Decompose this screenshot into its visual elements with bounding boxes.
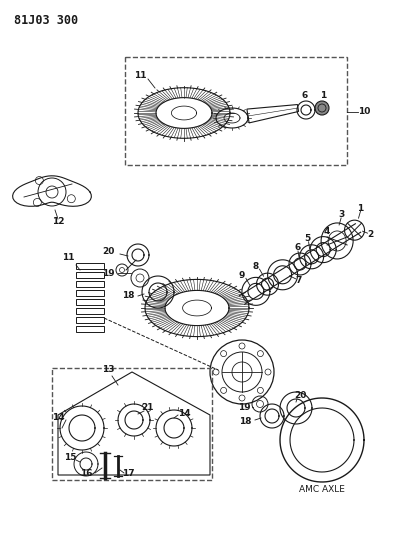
Text: 18: 18 — [122, 292, 134, 301]
Bar — [52, 368, 212, 480]
Text: 7: 7 — [296, 276, 302, 285]
Text: 2: 2 — [367, 230, 374, 239]
Text: 21: 21 — [142, 403, 154, 413]
Text: 17: 17 — [122, 469, 134, 478]
Text: 19: 19 — [102, 269, 114, 278]
Text: 12: 12 — [52, 217, 64, 227]
Text: 11: 11 — [62, 253, 74, 262]
Text: 81J03 300: 81J03 300 — [14, 14, 78, 27]
Text: 3: 3 — [338, 211, 344, 220]
Text: 1: 1 — [357, 204, 364, 213]
Text: 20: 20 — [294, 391, 306, 400]
Text: 5: 5 — [305, 235, 311, 243]
Text: 8: 8 — [253, 262, 258, 271]
Bar — [76, 290, 104, 296]
Text: 6: 6 — [302, 91, 308, 100]
Text: AMC AXLE: AMC AXLE — [299, 486, 345, 495]
Bar — [76, 299, 104, 305]
Text: 15: 15 — [64, 454, 76, 463]
Text: 18: 18 — [239, 417, 251, 426]
Bar — [76, 317, 104, 324]
Bar — [76, 272, 104, 278]
Circle shape — [315, 101, 329, 115]
Bar — [76, 308, 104, 314]
Text: 9: 9 — [239, 271, 245, 280]
Bar — [76, 326, 104, 332]
Text: 14: 14 — [178, 408, 190, 417]
Text: 13: 13 — [102, 366, 114, 375]
Text: 1: 1 — [320, 91, 326, 100]
Text: 20: 20 — [102, 247, 114, 256]
Text: 6: 6 — [295, 244, 301, 253]
Text: 10: 10 — [358, 108, 370, 117]
Bar — [76, 281, 104, 287]
Text: 11: 11 — [134, 71, 146, 80]
Text: 4: 4 — [324, 227, 331, 236]
Text: 14: 14 — [52, 414, 64, 423]
Bar — [76, 263, 104, 269]
Text: 16: 16 — [80, 469, 92, 478]
Text: 19: 19 — [238, 402, 250, 411]
Bar — [125, 57, 347, 165]
